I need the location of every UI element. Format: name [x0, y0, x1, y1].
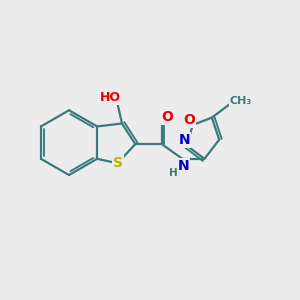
- Text: N: N: [178, 159, 189, 173]
- Text: H: H: [169, 168, 177, 178]
- Text: O: O: [161, 110, 173, 124]
- Text: S: S: [112, 156, 123, 170]
- Text: HO: HO: [100, 92, 121, 104]
- Text: CH₃: CH₃: [230, 96, 252, 106]
- Text: N: N: [178, 133, 190, 147]
- Text: O: O: [183, 113, 195, 127]
